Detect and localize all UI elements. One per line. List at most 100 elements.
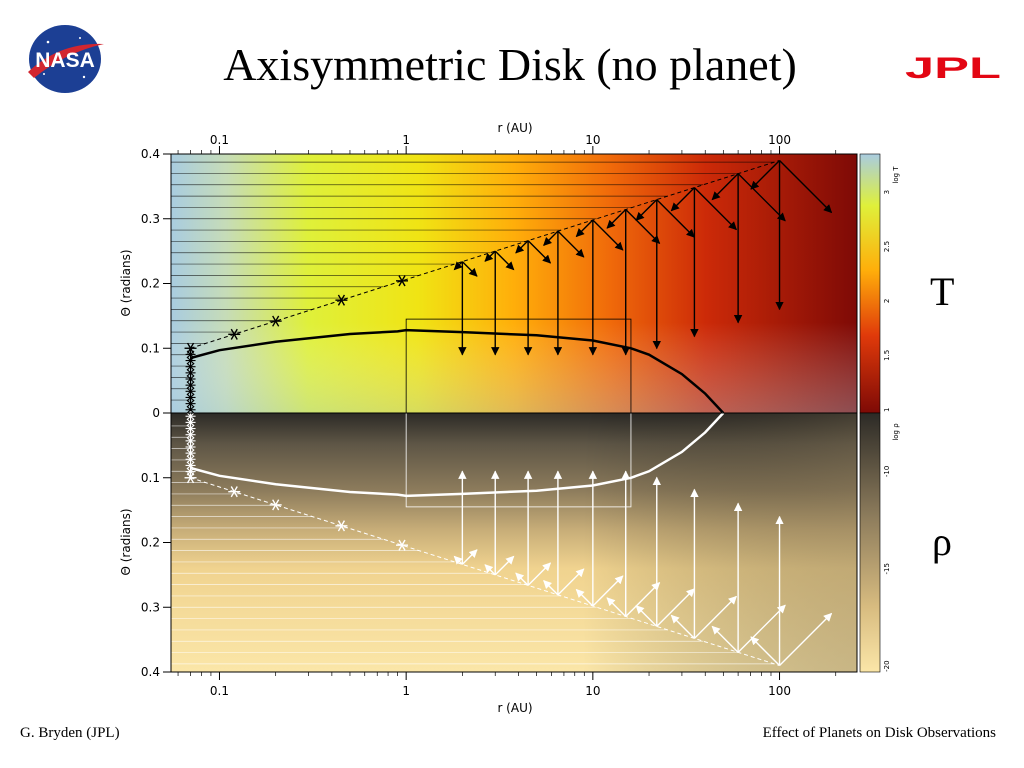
r-ray-burst xyxy=(398,544,403,551)
r-inner-burst xyxy=(186,449,195,458)
t-ray-burst xyxy=(401,280,406,287)
colorbar-tick-label: -15 xyxy=(883,563,891,574)
t-ray-burst xyxy=(398,275,403,282)
footer-talk-title: Effect of Planets on Disk Observations xyxy=(762,725,996,741)
top-x-tick-label: 0.1 xyxy=(210,133,229,147)
r-ray-burst xyxy=(401,544,406,551)
top-x-axis-label: r (AU) xyxy=(497,121,532,135)
r-ray-diagonal xyxy=(494,555,515,576)
bottom-x-tick-label: 1 xyxy=(402,684,410,698)
t-ray-diagonal xyxy=(527,240,552,264)
t-ray-burst xyxy=(186,342,192,349)
t-ray-burst xyxy=(272,320,277,327)
r-ray-burst xyxy=(340,525,346,532)
t-ray-diagonal xyxy=(592,219,624,251)
r-ray-diagonal xyxy=(625,582,661,617)
t-ray-diagonal xyxy=(575,219,594,238)
jpl-logo: JPL xyxy=(905,52,1001,82)
r-inner-burst xyxy=(186,461,195,470)
nasa-logo: NASA xyxy=(28,25,104,93)
r-ray-diagonal xyxy=(515,572,529,586)
r-ray-burst xyxy=(340,520,346,527)
t-inner-burst xyxy=(186,356,195,365)
t-ray-diagonal xyxy=(693,187,737,231)
t-inner-burst xyxy=(186,368,195,377)
r-ray-diagonal xyxy=(750,636,781,667)
colorbar-tick-label: 1.5 xyxy=(883,350,891,361)
y-tick-label: 0.4 xyxy=(141,665,160,679)
t-ray-burst xyxy=(230,333,235,340)
jpl-logo-text: JPL xyxy=(905,52,1001,82)
t-inner-burst xyxy=(186,393,195,402)
t-colorbar-label: log T xyxy=(892,166,900,184)
t-inner-burst xyxy=(186,399,195,408)
t-ray-diagonal xyxy=(461,261,478,277)
t-inner-burst xyxy=(186,405,195,414)
t-ray-diagonal xyxy=(670,187,695,212)
rho-photosphere-curve xyxy=(190,412,725,498)
t-ray-burst xyxy=(275,315,280,322)
r-ray-diagonal xyxy=(779,612,833,667)
t-ray-burst xyxy=(230,328,235,335)
bottom-x-tick-label: 0.1 xyxy=(210,684,229,698)
r-ray-diagonal xyxy=(711,625,739,653)
r-ray-diagonal xyxy=(693,595,737,639)
t-inner-burst xyxy=(186,350,195,359)
r-inner-burst xyxy=(186,443,195,451)
colorbar-tick-label: 1 xyxy=(883,408,891,412)
r-inner-burst xyxy=(186,430,195,439)
t-inner-burst xyxy=(186,375,195,383)
bottom-x-axis-label: r (AU) xyxy=(497,701,532,715)
r-ray-burst xyxy=(186,477,192,484)
r-ray-diagonal xyxy=(484,564,496,576)
t-ray-diagonal xyxy=(453,261,463,271)
r-ray-diagonal xyxy=(575,588,594,607)
colorbar-tick-label: 3 xyxy=(883,190,891,194)
r-inner-burst xyxy=(186,418,195,427)
t-ray-burst xyxy=(189,342,195,349)
t-inner-burst xyxy=(186,387,195,396)
bottom-y-axis-label: Θ (radians) xyxy=(119,508,133,575)
t-ray-diagonal xyxy=(484,250,496,262)
y-tick-label: 0 xyxy=(152,406,160,420)
r-ray-burst xyxy=(337,520,343,527)
t-ray-burst xyxy=(233,333,238,340)
top-y-axis-label: Θ (radians) xyxy=(119,249,133,316)
r-ray-diagonal xyxy=(670,614,695,639)
t-ray-diagonal xyxy=(779,159,833,214)
y-tick-label: 0.3 xyxy=(141,600,160,614)
top-x-tick-label: 1 xyxy=(402,133,410,147)
colorbar-tick-label: 2.5 xyxy=(883,241,891,252)
t-ray-burst xyxy=(233,328,238,335)
temperature-panel xyxy=(170,153,858,415)
r-ray-diagonal xyxy=(453,555,463,565)
r-ray-diagonal xyxy=(635,605,658,627)
r-ray-diagonal xyxy=(557,568,585,596)
y-tick-label: 0.1 xyxy=(141,471,160,485)
t-ray-diagonal xyxy=(635,199,658,221)
rho-grid-lines xyxy=(171,425,775,665)
top-x-tick-label: 10 xyxy=(585,133,600,147)
bottom-x-tick-label: 10 xyxy=(585,684,600,698)
r-ray-burst xyxy=(272,504,277,511)
t-ray-diagonal xyxy=(625,209,661,244)
r-ray-diagonal xyxy=(737,604,786,653)
r-ray-burst xyxy=(337,525,343,532)
t-grid-lines xyxy=(171,161,775,401)
r-ray-diagonal xyxy=(543,580,559,596)
colorbar-tick-label: -20 xyxy=(883,660,891,671)
density-panel xyxy=(170,411,858,673)
r-ray-burst xyxy=(272,499,277,506)
r-ray-burst xyxy=(230,491,235,498)
r-inner-burst xyxy=(186,436,195,445)
r-inner-burst xyxy=(186,467,195,476)
r-inner-burst xyxy=(186,412,195,421)
y-tick-label: 0.1 xyxy=(141,341,160,355)
t-photosphere-curve xyxy=(190,328,725,414)
t-ray-burst xyxy=(275,320,280,327)
r-ray-diagonal xyxy=(461,549,478,565)
r-ray-burst xyxy=(275,499,280,506)
t-ray-burst xyxy=(337,299,343,306)
t-ray-diagonal xyxy=(750,159,781,190)
